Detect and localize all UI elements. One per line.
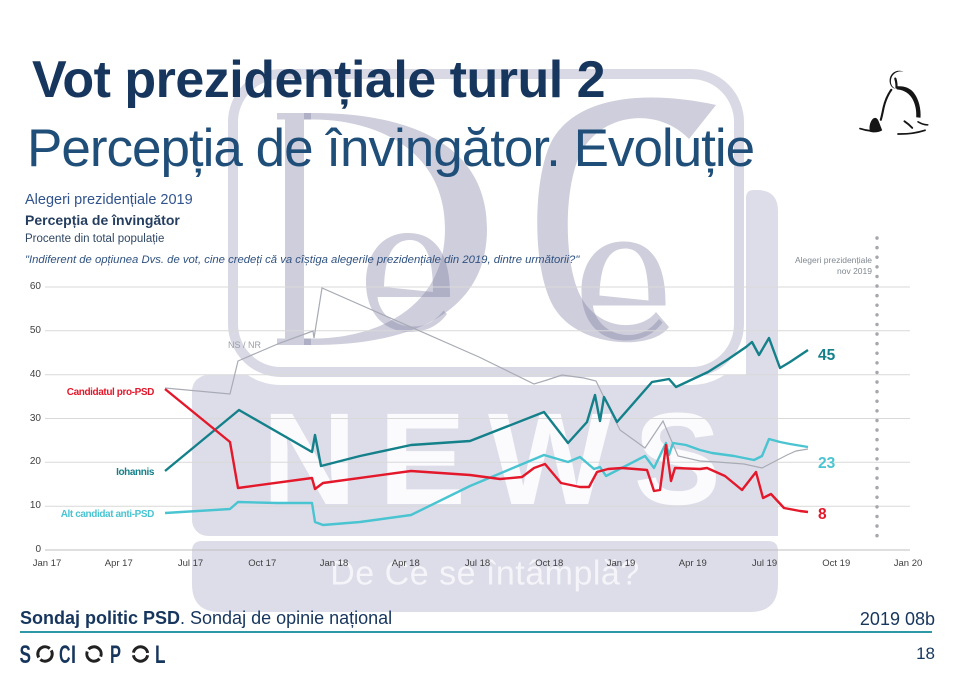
- svg-text:De Ce se întâmplă?: De Ce se întâmplă?: [330, 555, 640, 593]
- svg-text:NEWS: NEWS: [262, 385, 743, 532]
- svg-text:S: S: [20, 641, 32, 668]
- svg-text:C: C: [59, 641, 71, 668]
- svg-text:P: P: [110, 641, 121, 668]
- svg-text:L: L: [155, 641, 166, 668]
- svg-text:I: I: [71, 641, 76, 668]
